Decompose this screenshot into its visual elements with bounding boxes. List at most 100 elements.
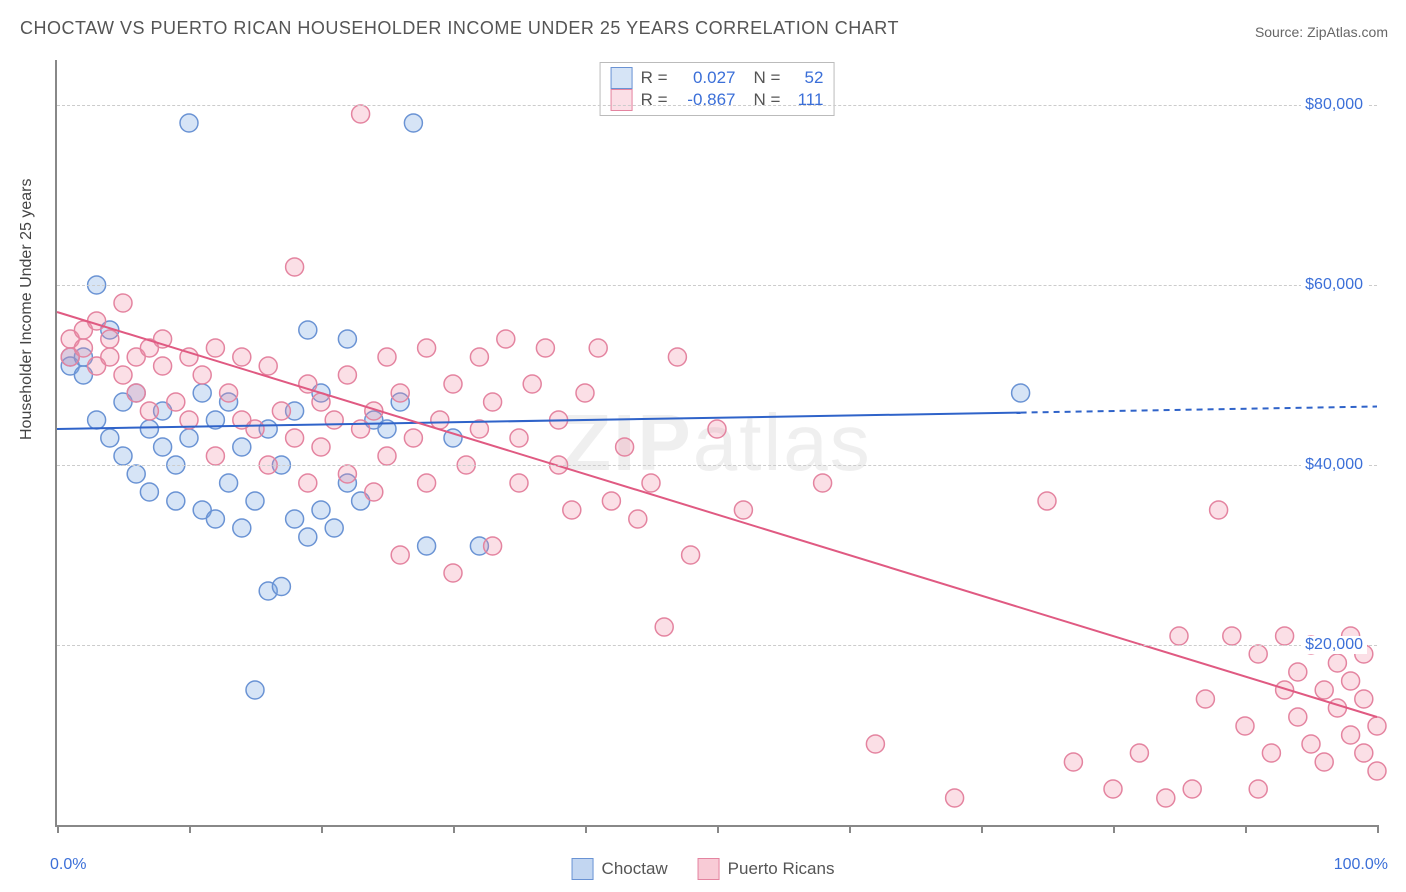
data-point [338,465,356,483]
x-tick [585,825,587,833]
data-point [708,420,726,438]
data-point [154,438,172,456]
data-point [259,357,277,375]
swatch-icon [572,858,594,880]
data-point [1328,699,1346,717]
data-point [299,474,317,492]
data-point [286,429,304,447]
data-point [404,114,422,132]
data-point [576,384,594,402]
trend-line [57,312,1377,717]
data-point [1328,654,1346,672]
data-point [1276,627,1294,645]
data-point [404,429,422,447]
data-point [325,411,343,429]
data-point [220,384,238,402]
x-axis-min-label: 0.0% [50,856,86,874]
data-point [193,384,211,402]
data-point [378,348,396,366]
x-tick [717,825,719,833]
data-point [101,429,119,447]
data-point [484,393,502,411]
data-point [431,411,449,429]
data-point [866,735,884,753]
data-point [1262,744,1280,762]
data-point [1249,645,1267,663]
data-point [391,546,409,564]
data-point [444,375,462,393]
x-axis-max-label: 100.0% [1334,856,1388,874]
data-point [1223,627,1241,645]
data-point [1302,735,1320,753]
x-tick [1245,825,1247,833]
data-point [616,438,634,456]
data-point [655,618,673,636]
data-point [1157,789,1175,807]
data-point [1342,726,1360,744]
data-point [510,474,528,492]
data-point [114,294,132,312]
plot-area: ZIPatlas R = 0.027 N = 52 R = -0.867 N =… [55,60,1377,827]
data-point [444,564,462,582]
data-point [1038,492,1056,510]
gridline [57,645,1377,646]
y-tick-label: $80,000 [1301,96,1367,114]
data-point [140,483,158,501]
data-point [1170,627,1188,645]
data-point [484,537,502,555]
y-tick-label: $40,000 [1301,456,1367,474]
data-point [1315,753,1333,771]
x-tick [849,825,851,833]
data-point [1210,501,1228,519]
gridline [57,105,1377,106]
data-point [1104,780,1122,798]
data-point [286,258,304,276]
gridline [57,285,1377,286]
data-point [140,402,158,420]
gridline [57,465,1377,466]
data-point [946,789,964,807]
data-point [272,578,290,596]
data-point [470,348,488,366]
x-tick [321,825,323,833]
data-point [233,348,251,366]
data-point [167,492,185,510]
data-point [1289,708,1307,726]
data-point [246,420,264,438]
data-point [378,447,396,465]
y-axis-label: Householder Income Under 25 years [18,179,36,440]
data-point [418,339,436,357]
source-credit: Source: ZipAtlas.com [1255,24,1388,40]
y-tick-label: $20,000 [1301,636,1367,654]
x-tick [189,825,191,833]
data-point [114,447,132,465]
data-point [1196,690,1214,708]
data-point [286,510,304,528]
data-point [140,420,158,438]
data-point [589,339,607,357]
data-point [272,402,290,420]
data-point [365,483,383,501]
data-point [127,384,145,402]
data-point [418,474,436,492]
data-point [1368,717,1386,735]
data-point [312,438,330,456]
data-point [352,105,370,123]
trend-line [57,413,1021,429]
data-point [88,312,106,330]
data-point [1342,672,1360,690]
y-tick-label: $60,000 [1301,276,1367,294]
data-point [101,348,119,366]
data-point [1368,762,1386,780]
data-point [1130,744,1148,762]
x-tick [1113,825,1115,833]
data-point [220,474,238,492]
data-point [563,501,581,519]
legend-label: Puerto Ricans [728,859,835,879]
chart-svg [57,60,1377,825]
data-point [246,492,264,510]
data-point [88,411,106,429]
data-point [602,492,620,510]
data-point [206,339,224,357]
legend-item: Choctaw [572,858,668,880]
